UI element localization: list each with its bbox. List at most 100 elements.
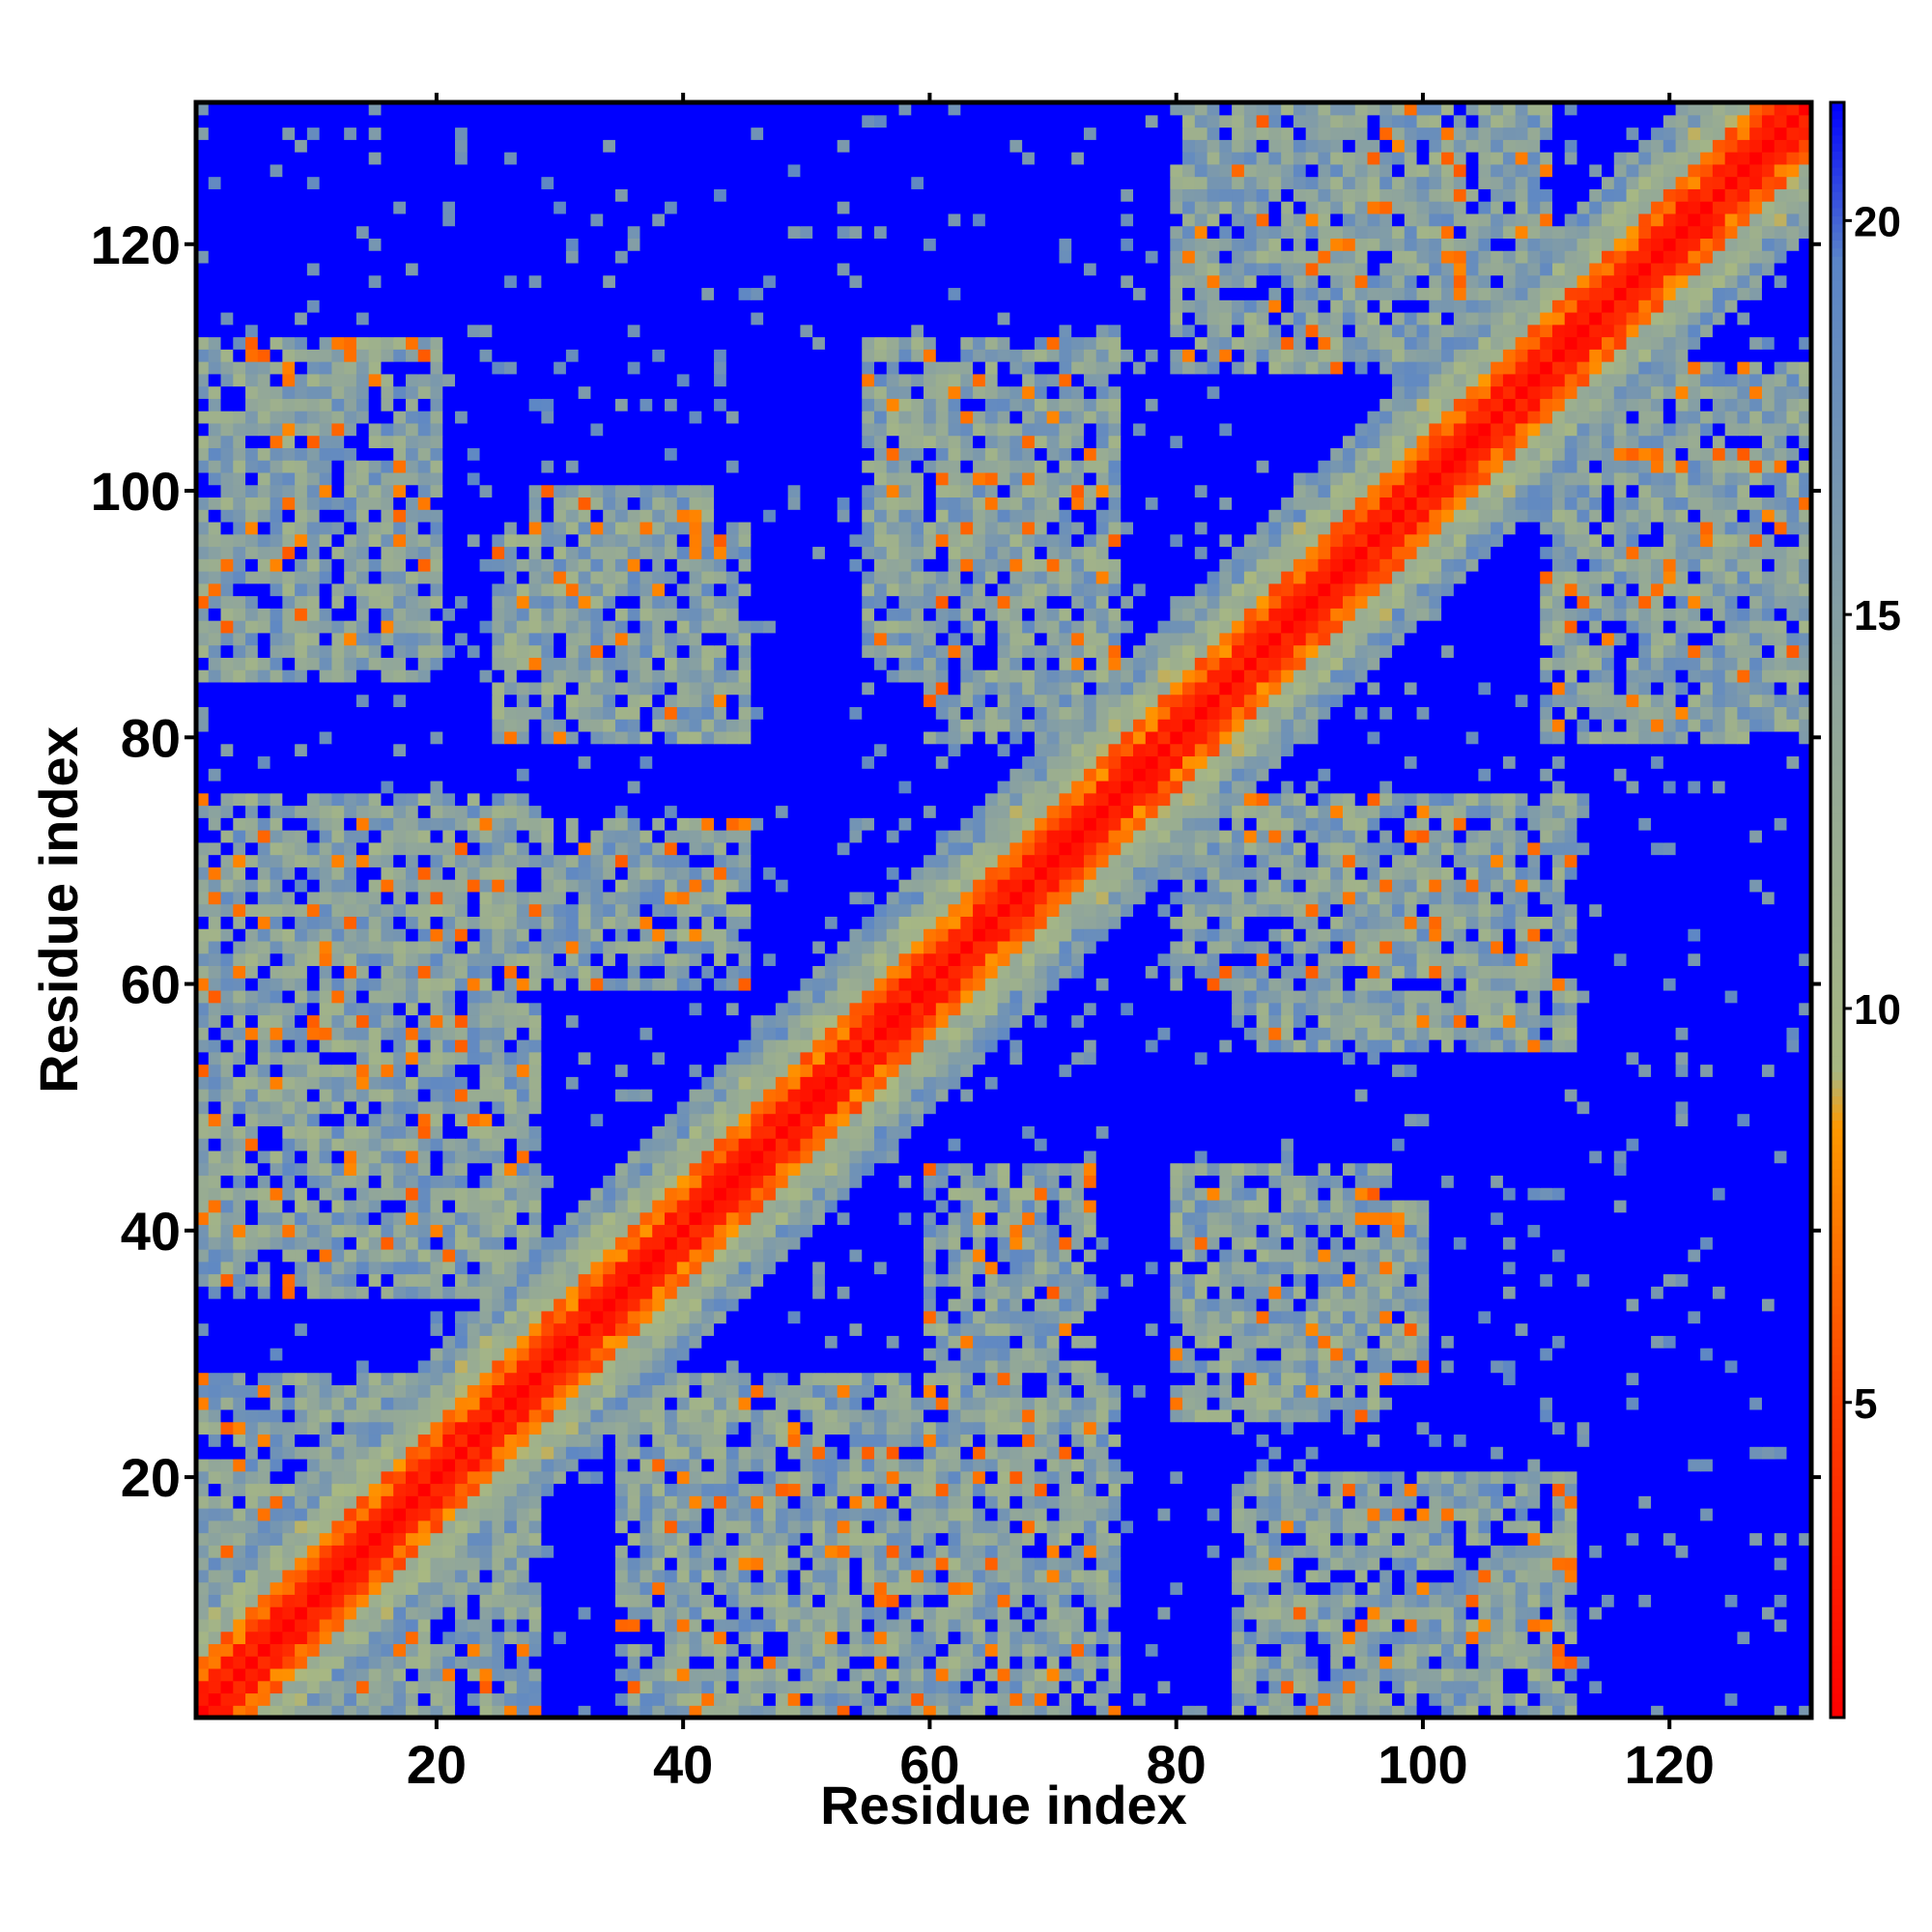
- heatmap-cell: [381, 1384, 394, 1398]
- heatmap-cell: [1293, 1434, 1307, 1447]
- heatmap-cell: [455, 1656, 469, 1669]
- heatmap-cell: [1009, 1667, 1023, 1682]
- heatmap-cell: [1577, 1298, 1590, 1312]
- heatmap-cell: [1009, 1248, 1023, 1263]
- heatmap-cell: [245, 1532, 259, 1546]
- heatmap-cell: [898, 1322, 912, 1336]
- heatmap-cell: [393, 1594, 407, 1607]
- heatmap-cell: [886, 1372, 900, 1385]
- heatmap-cell: [430, 1606, 443, 1620]
- heatmap-cell: [306, 1397, 321, 1410]
- heatmap-cell: [665, 1298, 678, 1312]
- heatmap-cell: [1626, 1667, 1639, 1682]
- heatmap-cell: [862, 1606, 875, 1620]
- heatmap-cell: [1651, 1581, 1664, 1595]
- heatmap-cell: [417, 1421, 432, 1435]
- heatmap-cell: [1613, 1532, 1628, 1546]
- heatmap-cell: [665, 1348, 678, 1361]
- heatmap-cell: [1157, 1335, 1171, 1349]
- heatmap-cell: [1416, 1569, 1430, 1583]
- heatmap-cell: [1009, 1656, 1023, 1669]
- heatmap-cell: [948, 1446, 961, 1460]
- heatmap-cell: [1293, 1532, 1307, 1546]
- heatmap-cell: [603, 1298, 616, 1312]
- heatmap-cell: [1662, 1680, 1677, 1694]
- heatmap-cell: [1540, 1261, 1553, 1275]
- heatmap-cell: [960, 1656, 974, 1669]
- heatmap-cell: [1022, 1310, 1036, 1324]
- heatmap-cell: [689, 1248, 702, 1263]
- heatmap-cell: [1502, 1581, 1517, 1595]
- heatmap-cell: [1318, 1470, 1331, 1485]
- heatmap-cell: [319, 1273, 332, 1287]
- heatmap-cell: [1354, 1434, 1369, 1447]
- heatmap-cell: [665, 1643, 678, 1657]
- heatmap-cell: [1367, 1397, 1380, 1410]
- heatmap-cell: [1453, 1384, 1467, 1398]
- heatmap-cell: [504, 1310, 518, 1324]
- heatmap-cell: [725, 1446, 740, 1460]
- heatmap-cell: [1046, 1705, 1061, 1719]
- heatmap-cell: [368, 1495, 383, 1509]
- heatmap-cell: [1761, 1434, 1776, 1447]
- heatmap-cell: [1071, 1520, 1085, 1534]
- heatmap-cell: [725, 1359, 740, 1374]
- heatmap-cell: [1712, 1643, 1726, 1657]
- heatmap-cell: [1749, 1606, 1763, 1620]
- heatmap-cell: [1157, 1446, 1171, 1460]
- heatmap-cell: [984, 1359, 999, 1374]
- heatmap-cell: [270, 1310, 283, 1324]
- heatmap-cell: [1330, 1520, 1344, 1534]
- heatmap-cell: [1688, 1618, 1701, 1633]
- heatmap-cell: [1404, 1397, 1418, 1410]
- heatmap-cell: [1688, 1248, 1701, 1263]
- heatmap-cell: [1465, 1434, 1479, 1447]
- heatmap-cell: [948, 1248, 961, 1263]
- heatmap-cell: [1095, 1446, 1110, 1460]
- heatmap-cell: [282, 1310, 296, 1324]
- heatmap-cell: [565, 1434, 580, 1447]
- heatmap-cell: [1194, 1667, 1208, 1682]
- heatmap-cell: [393, 1545, 407, 1558]
- heatmap-cell: [948, 1483, 961, 1496]
- heatmap-cell: [1354, 1397, 1369, 1410]
- heatmap-cell: [319, 1298, 332, 1312]
- heatmap-cell: [1342, 1495, 1356, 1509]
- heatmap-cell: [1095, 1520, 1110, 1534]
- heatmap-cell: [1675, 1421, 1689, 1435]
- heatmap-cell: [787, 1532, 801, 1546]
- heatmap-cell: [1281, 1359, 1294, 1374]
- heatmap-cell: [676, 1298, 691, 1312]
- heatmap-cell: [1675, 1470, 1689, 1485]
- heatmap-cell: [775, 1606, 789, 1620]
- heatmap-cell: [1799, 1408, 1812, 1423]
- heatmap-cell: [1700, 1458, 1714, 1472]
- heatmap-cell: [1651, 1680, 1664, 1694]
- heatmap-cell: [862, 1458, 875, 1472]
- heatmap-cell: [714, 1384, 727, 1398]
- heatmap-cell: [355, 1508, 370, 1521]
- heatmap-cell: [948, 1705, 961, 1719]
- heatmap-cell: [196, 1322, 210, 1336]
- heatmap-cell: [355, 1359, 370, 1374]
- heatmap-cell: [1305, 1667, 1320, 1682]
- heatmap-cell: [1465, 1667, 1479, 1682]
- heatmap-cell: [1786, 1248, 1800, 1263]
- heatmap-cell: [1243, 1322, 1258, 1336]
- heatmap-cell: [393, 1569, 407, 1583]
- heatmap-cell: [812, 1606, 826, 1620]
- heatmap-cell: [652, 1495, 666, 1509]
- heatmap-cell: [923, 1656, 937, 1669]
- heatmap-cell: [1465, 1310, 1479, 1324]
- heatmap-cell: [295, 1495, 308, 1509]
- heatmap-cell: [775, 1384, 789, 1398]
- heatmap-cell: [1527, 1680, 1541, 1694]
- heatmap-cell: [208, 1236, 222, 1250]
- heatmap-cell: [1342, 1434, 1356, 1447]
- heatmap-cell: [1589, 1421, 1603, 1435]
- heatmap-cell: [1367, 1359, 1380, 1374]
- heatmap-cell: [578, 1581, 592, 1595]
- heatmap-cell: [1268, 1470, 1282, 1485]
- heatmap-cell: [1121, 1310, 1134, 1324]
- heatmap-cell: [960, 1643, 974, 1657]
